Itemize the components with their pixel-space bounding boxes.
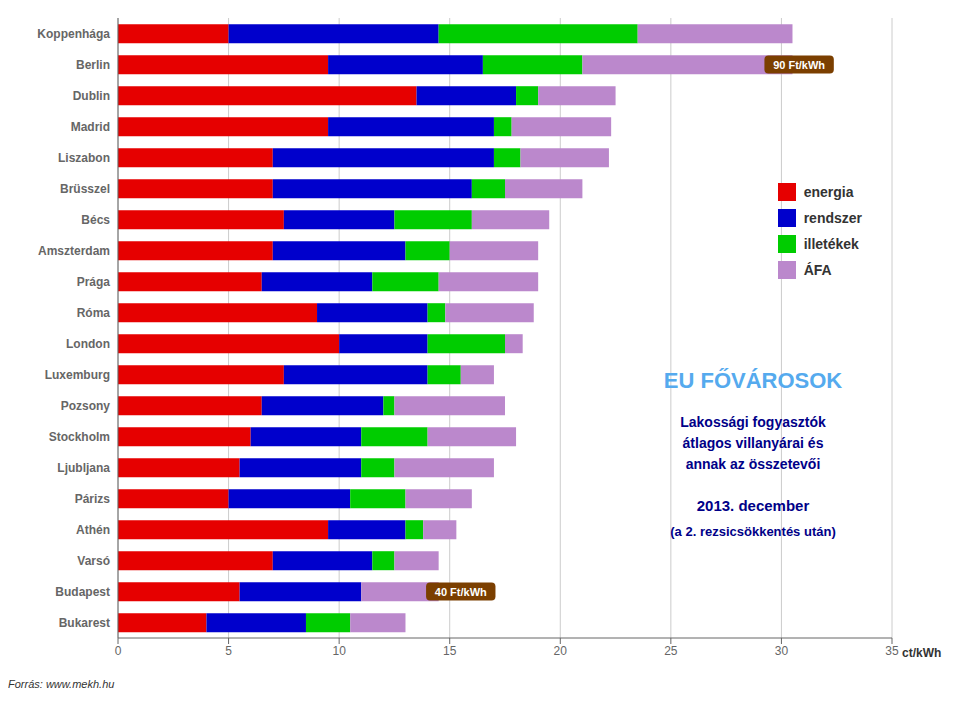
svg-text:Varsó: Varsó <box>77 554 110 568</box>
svg-text:25: 25 <box>664 644 678 658</box>
svg-text:London: London <box>66 337 110 351</box>
svg-text:Ljubljana: Ljubljana <box>57 461 110 475</box>
svg-text:Bukarest: Bukarest <box>59 616 110 630</box>
svg-text:Madrid: Madrid <box>71 120 110 134</box>
svg-text:35: 35 <box>885 644 899 658</box>
svg-text:ct/kWh: ct/kWh <box>902 646 941 660</box>
svg-text:Párizs: Párizs <box>75 492 111 506</box>
html-text:ÁFA: ÁFA <box>803 262 832 278</box>
svg-text:15: 15 <box>443 644 457 658</box>
html-text:EU FŐVÁROSOK: EU FŐVÁROSOK <box>663 368 843 393</box>
html-text:Forrás: www.mekh.hu: Forrás: www.mekh.hu <box>8 678 115 690</box>
svg-text:30: 30 <box>775 644 789 658</box>
html-text:Lakossági fogyasztók átlagos v: Lakossági fogyasztók átlagos villanyárai… <box>680 414 826 472</box>
svg-text:Budapest: Budapest <box>55 585 110 599</box>
html-text:energia: energia <box>803 184 854 200</box>
svg-text:Róma: Róma <box>77 306 111 320</box>
html-text:illetékek: illetékek <box>803 236 859 252</box>
svg-text:90 Ft/kWh: 90 Ft/kWh <box>773 59 825 71</box>
svg-text:Stockholm: Stockholm <box>49 430 110 444</box>
svg-text:Liszabon: Liszabon <box>58 151 110 165</box>
svg-text:Athén: Athén <box>76 523 110 537</box>
svg-text:Amszterdam: Amszterdam <box>38 244 110 258</box>
svg-text:40 Ft/kWh: 40 Ft/kWh <box>435 586 487 598</box>
svg-text:Pozsony: Pozsony <box>61 399 111 413</box>
svg-text:20: 20 <box>554 644 568 658</box>
html-text:2013. december: 2013. december <box>696 497 810 514</box>
svg-text:5: 5 <box>225 644 232 658</box>
svg-text:Koppenhága: Koppenhága <box>37 27 110 41</box>
svg-text:Luxemburg: Luxemburg <box>45 368 110 382</box>
svg-text:Dublin: Dublin <box>73 89 110 103</box>
html-text:rendszer: rendszer <box>803 210 862 226</box>
svg-text:0: 0 <box>115 644 122 658</box>
html-text:(a 2. rezsicsökkentés után): (a 2. rezsicsökkentés után) <box>670 524 836 539</box>
svg-text:Berlin: Berlin <box>76 58 110 72</box>
svg-text:Prága: Prága <box>77 275 111 289</box>
svg-text:Bécs: Bécs <box>81 213 110 227</box>
svg-text:Brüsszel: Brüsszel <box>60 182 110 196</box>
svg-text:10: 10 <box>332 644 346 658</box>
